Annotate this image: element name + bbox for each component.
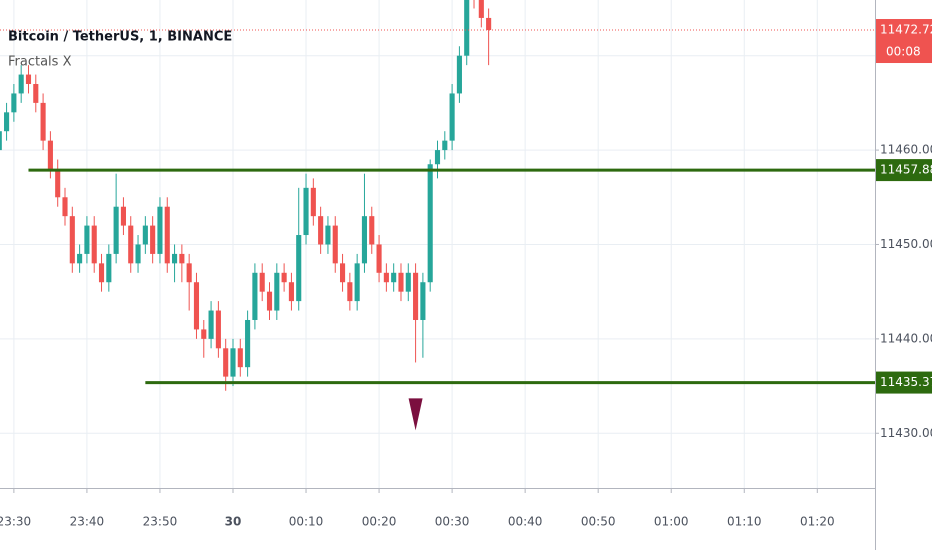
level-label-box	[876, 159, 932, 182]
candle-body	[274, 272, 280, 311]
y-tick-label: 11430.00	[880, 426, 932, 440]
candle-body	[40, 102, 46, 141]
candle-body	[464, 0, 470, 56]
x-tick-label: 23:40	[70, 515, 105, 529]
candle-body	[128, 225, 134, 264]
candle-body	[164, 206, 170, 264]
candle-body	[288, 282, 294, 302]
x-tick-label: 01:20	[800, 515, 835, 529]
candle-body	[62, 197, 68, 217]
candle-body	[98, 263, 105, 283]
candle-body	[230, 348, 236, 377]
y-tick-label: 11450.00	[880, 237, 932, 251]
level-label: 11435.37	[880, 375, 932, 389]
last-price-box	[876, 19, 932, 64]
candle-body	[296, 235, 302, 302]
fractal-marker	[408, 398, 423, 431]
candle-body	[281, 272, 287, 283]
x-tick-label: 30	[225, 515, 242, 529]
countdown-label: 00:08	[886, 45, 921, 59]
candle-body	[4, 112, 10, 132]
x-tick-label: 23:30	[0, 515, 31, 529]
candle-body	[442, 140, 448, 151]
candle-body	[33, 84, 39, 103]
candle-body	[77, 253, 83, 264]
candle-body	[11, 93, 17, 113]
candle-body	[135, 244, 141, 264]
candle-body	[150, 225, 156, 254]
candle-body	[391, 272, 397, 283]
candle-body	[332, 225, 338, 264]
candle-body	[478, 0, 484, 18]
candle-body	[179, 253, 185, 264]
x-tick-label: 00:40	[508, 515, 543, 529]
candle-body	[354, 263, 360, 302]
candle-body	[310, 187, 316, 217]
candle-body	[55, 168, 61, 198]
candle-body	[193, 282, 200, 330]
candle-body	[91, 225, 97, 264]
candle-body	[405, 272, 411, 292]
indicator-name: Fractals X	[8, 55, 72, 70]
level-label: 11457.88	[880, 163, 932, 177]
candle-body	[208, 310, 214, 339]
candle-body	[456, 55, 462, 94]
candle-body	[25, 74, 32, 85]
candle-body	[376, 244, 382, 273]
candle-body	[18, 74, 24, 94]
candle-body	[142, 225, 148, 245]
candle-body	[201, 329, 207, 339]
candle-body	[157, 206, 163, 254]
candle-body	[434, 150, 441, 165]
candle-body	[215, 310, 221, 349]
candle-body	[486, 17, 492, 31]
candle-body	[383, 272, 389, 283]
candle-body	[0, 131, 2, 151]
candle-body	[223, 348, 229, 377]
candle-body	[113, 206, 119, 254]
candle-body	[186, 263, 192, 283]
x-tick-label: 01:00	[654, 515, 689, 529]
candle-body	[84, 225, 90, 254]
level-label-box	[876, 371, 932, 394]
y-tick-label: 11460.00	[880, 143, 932, 157]
candle-body	[237, 348, 243, 368]
candle-body	[420, 282, 426, 320]
candle-body	[347, 282, 353, 302]
candle-body	[369, 216, 375, 245]
x-tick-label: 00:20	[362, 515, 397, 529]
candle-body	[106, 253, 112, 283]
candle-body	[120, 206, 126, 226]
last-price-label: 11472.72	[880, 23, 932, 37]
x-tick-label: 23:50	[143, 515, 178, 529]
candle-body	[303, 187, 309, 236]
candle-body	[47, 140, 53, 169]
candle-body	[449, 93, 455, 141]
candle-body	[398, 272, 404, 292]
y-tick-label: 11440.00	[880, 331, 932, 345]
candle-body	[266, 291, 273, 311]
x-tick-label: 00:30	[435, 515, 470, 529]
x-tick-label: 00:10	[289, 515, 324, 529]
candle-body	[339, 263, 346, 283]
x-tick-label: 01:10	[727, 515, 762, 529]
candle-body	[252, 272, 258, 320]
candle-body	[325, 225, 331, 245]
candle-body	[427, 164, 433, 283]
candle-body	[259, 272, 265, 292]
chart-title: Bitcoin / TetherUS, 1, BINANCE	[8, 30, 232, 45]
x-tick-label: 00:50	[581, 515, 616, 529]
candle-body	[318, 216, 324, 245]
candle-body	[245, 319, 251, 368]
candle-body	[69, 216, 75, 264]
candle-body	[361, 216, 368, 264]
candle-body	[172, 253, 178, 264]
candle-body	[413, 272, 419, 320]
